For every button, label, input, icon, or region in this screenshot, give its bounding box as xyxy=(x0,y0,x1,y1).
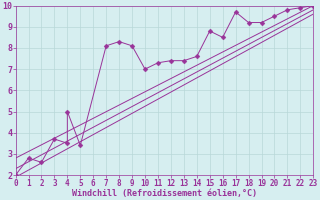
X-axis label: Windchill (Refroidissement éolien,°C): Windchill (Refroidissement éolien,°C) xyxy=(72,189,257,198)
